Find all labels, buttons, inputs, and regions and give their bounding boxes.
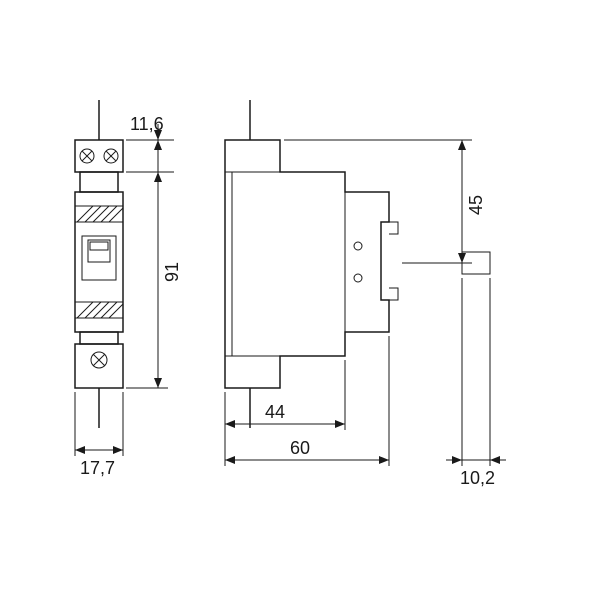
dim-rail-height: 45 [284,140,486,263]
terminal-top-left [80,149,94,163]
dim-label: 60 [290,438,310,458]
drawing-canvas: 17,7 11,6 91 44 60 [0,0,600,600]
side-view [225,100,490,428]
dim-label: 11,6 [130,114,164,134]
dim-label: 10,2 [460,468,495,488]
dim-label: 17,7 [80,458,115,478]
dim-label: 44 [265,402,285,422]
hatched-band-2 [75,302,123,318]
dim-label: 45 [466,195,486,215]
front-view [75,100,123,428]
dim-label: 91 [162,262,182,282]
dim-depth-inner: 44 [225,360,345,430]
terminal-top-right [104,149,118,163]
dim-body-height: 91 [126,140,182,388]
hatched-band [75,206,123,222]
dim-clip-depth: 10,2 [446,278,506,488]
switch-window [82,236,116,280]
terminal-bottom [91,352,107,368]
dim-top-block: 11,6 [126,114,174,186]
